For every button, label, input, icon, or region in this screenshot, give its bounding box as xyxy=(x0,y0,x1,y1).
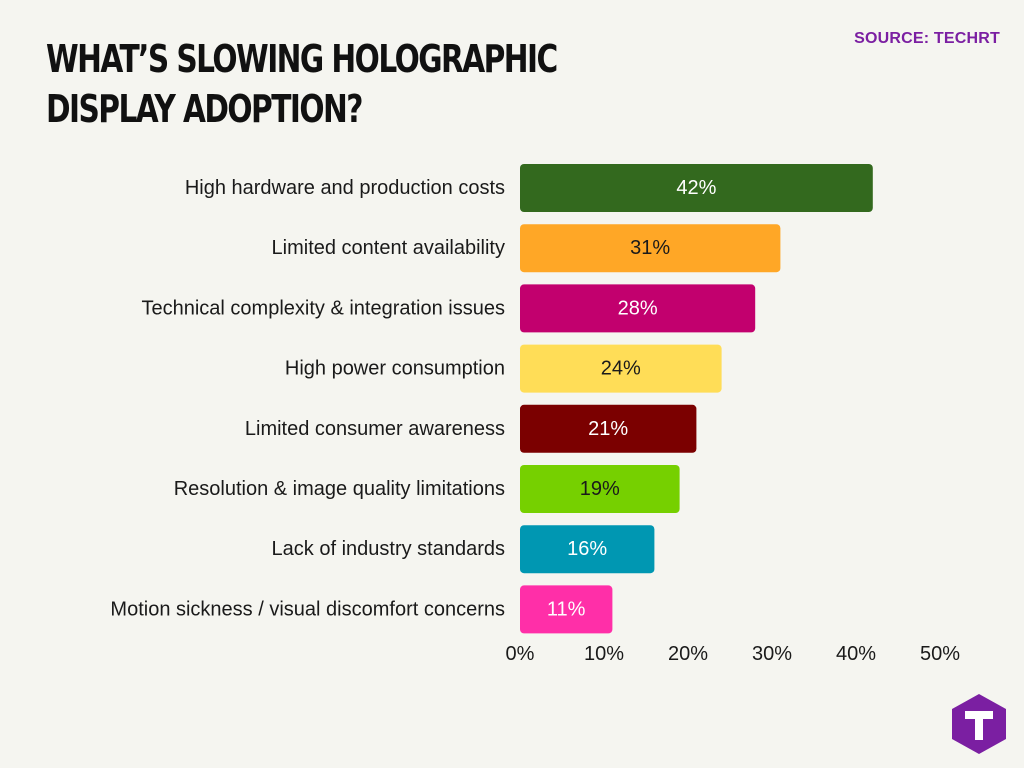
category-label: Lack of industry standards xyxy=(272,538,505,560)
bar xyxy=(520,465,680,513)
category-label: Limited content availability xyxy=(272,237,505,259)
category-label: Motion sickness / visual discomfort conc… xyxy=(110,598,505,620)
value-label: 19% xyxy=(580,478,620,500)
x-tick-label: 40% xyxy=(836,643,876,665)
x-tick-label: 50% xyxy=(920,643,960,665)
bar xyxy=(520,585,613,634)
x-tick-label: 0% xyxy=(506,643,535,665)
bars-group xyxy=(520,164,873,634)
bar xyxy=(520,284,756,333)
chart-title: WHAT’S SLOWING HOLOGRAPHIC DISPLAY ADOPT… xyxy=(46,37,558,131)
x-tick-label: 10% xyxy=(584,643,624,665)
bar xyxy=(520,164,873,212)
bar xyxy=(520,224,781,273)
category-label: High hardware and production costs xyxy=(185,177,505,199)
value-labels: 42% 31% 28% 24% 21% 19% 16% 11% xyxy=(547,177,717,620)
value-label: 11% xyxy=(547,598,586,620)
source-label: SOURCE: TECHRT xyxy=(854,30,1000,47)
x-axis-ticks: 0% 10% 20% 30% 40% 50% xyxy=(506,643,961,665)
techrt-logo-icon[interactable] xyxy=(950,692,1008,756)
value-label: 24% xyxy=(601,358,641,380)
category-label: Limited consumer awareness xyxy=(245,418,505,440)
x-tick-label: 30% xyxy=(752,643,792,665)
x-tick-label: 20% xyxy=(668,643,708,665)
value-label: 31% xyxy=(630,237,670,259)
value-label: 16% xyxy=(567,538,607,560)
bar xyxy=(520,344,722,393)
value-label: 28% xyxy=(618,297,658,319)
category-labels: High hardware and production costs Limite… xyxy=(110,177,505,620)
value-label: 42% xyxy=(676,177,716,199)
bar xyxy=(520,525,655,574)
value-label: 21% xyxy=(588,418,628,440)
category-label: Resolution & image quality limitations xyxy=(174,478,505,500)
category-label: High power consumption xyxy=(285,358,505,380)
bar xyxy=(520,404,697,453)
category-label: Technical complexity & integration issue… xyxy=(141,297,505,319)
